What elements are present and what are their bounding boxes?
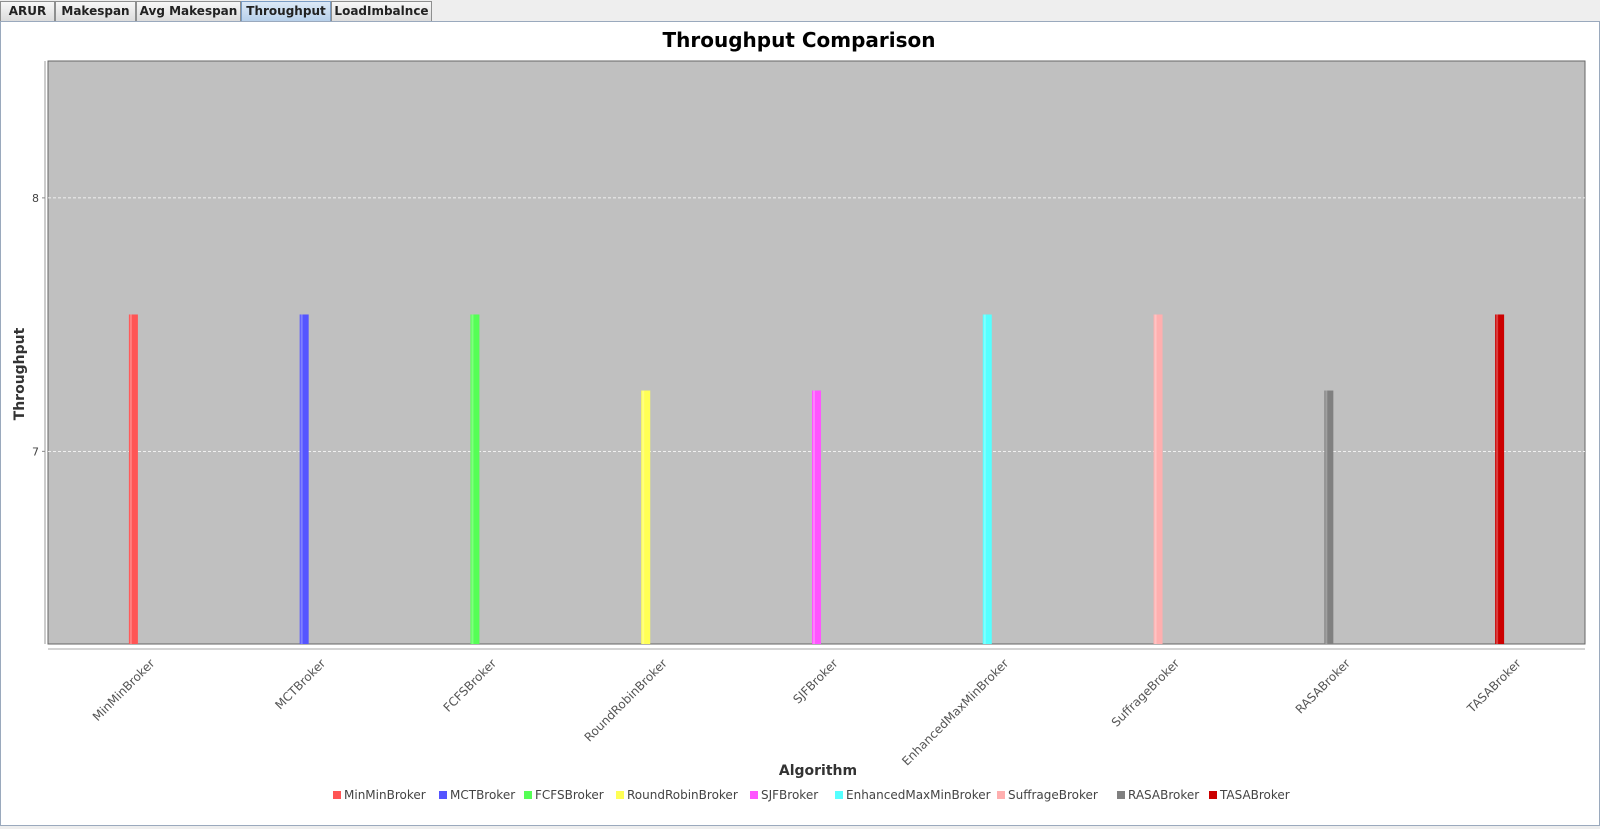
legend-swatch-roundrobinbroker: [616, 791, 624, 799]
legend-swatch-rasabroker: [1117, 791, 1125, 799]
chart-panel: Throughput Comparison 7 8 MinMinBroker MCTB…: [0, 21, 1600, 826]
bar-highlight: [1154, 314, 1157, 644]
legend-label-minminbroker: MinMinBroker: [344, 788, 426, 802]
bar-mctbroker: [299, 314, 309, 644]
legend-swatch-sjfbroker: [750, 791, 758, 799]
tab-bar: ARUR Makespan Avg Makespan Throughput Lo…: [0, 0, 1600, 22]
legend-swatch-enhancedmaxminbroker: [835, 791, 843, 799]
bar-highlight: [300, 314, 303, 644]
x-tick-label: MinMinBroker: [90, 656, 158, 724]
legend-label-rasabroker: RASABroker: [1128, 788, 1199, 802]
bar-sjfbroker: [812, 390, 821, 644]
bar-tasabroker: [1495, 314, 1505, 644]
y-tick-label: 8: [32, 192, 39, 205]
legend-swatch-minminbroker: [333, 791, 341, 799]
legend-swatch-mctbroker: [439, 791, 447, 799]
legend-swatch-suffragebroker: [997, 791, 1005, 799]
y-tick-label: 7: [32, 445, 39, 458]
x-tick-label: EnhancedMaxMinBroker: [899, 656, 1011, 768]
bar-highlight: [471, 314, 474, 644]
legend-swatch-fcfsbroker: [524, 791, 532, 799]
legend-label-roundrobinbroker: RoundRobinBroker: [627, 788, 738, 802]
x-tick-label: RoundRobinBroker: [582, 656, 670, 744]
tab-makespan[interactable]: Makespan: [55, 1, 136, 21]
x-tick-label: SJFBroker: [790, 656, 840, 706]
plot-area: 7 8 MinMinBroker MCTBroker FCFSBroker RoundRo…: [32, 60, 1586, 768]
legend-label-enhancedmaxminbroker: EnhancedMaxMinBroker: [846, 788, 991, 802]
legend: MinMinBroker MCTBroker FCFSBroker RoundRobi…: [333, 788, 1290, 802]
x-tick-label: MCTBroker: [272, 656, 328, 712]
bar-highlight: [983, 314, 986, 644]
x-tick-label: SuffrageBroker: [1109, 656, 1182, 729]
legend-label-suffragebroker: SuffrageBroker: [1008, 788, 1098, 802]
x-tick-label: FCFSBroker: [441, 656, 500, 715]
legend-label-sjfbroker: SJFBroker: [761, 788, 818, 802]
legend-label-fcfsbroker: FCFSBroker: [535, 788, 604, 802]
bar-rasabroker: [1324, 390, 1334, 644]
throughput-chart: Throughput Comparison 7 8 MinMinBroker MCTB…: [12, 28, 1586, 802]
bar-highlight: [129, 314, 132, 644]
bar-highlight: [813, 390, 815, 644]
legend-label-tasabroker: TASABroker: [1219, 788, 1290, 802]
bar-highlight: [1325, 390, 1328, 644]
bar-roundrobinbroker: [641, 390, 651, 644]
legend-label-mctbroker: MCTBroker: [450, 788, 515, 802]
bar-minminbroker: [128, 314, 138, 644]
tab-throughput[interactable]: Throughput: [241, 1, 331, 21]
bar-highlight: [1496, 314, 1499, 644]
y-axis-label: Throughput: [12, 327, 28, 420]
chart-title: Throughput Comparison: [662, 28, 935, 52]
x-tick-label: TASABroker: [1464, 656, 1524, 716]
bar-fcfsbroker: [470, 314, 480, 644]
tab-avg-makespan[interactable]: Avg Makespan: [136, 1, 241, 21]
x-axis-label: Algorithm: [779, 763, 857, 779]
bar-enhancedmaxminbroker: [982, 314, 992, 644]
bar-highlight: [642, 390, 645, 644]
x-tick-label: RASABroker: [1293, 656, 1353, 716]
legend-swatch-tasabroker: [1209, 791, 1217, 799]
bar-suffragebroker: [1153, 314, 1163, 644]
tab-arur[interactable]: ARUR: [0, 1, 55, 21]
tab-loadimbalance[interactable]: LoadImbalnce: [331, 1, 432, 21]
